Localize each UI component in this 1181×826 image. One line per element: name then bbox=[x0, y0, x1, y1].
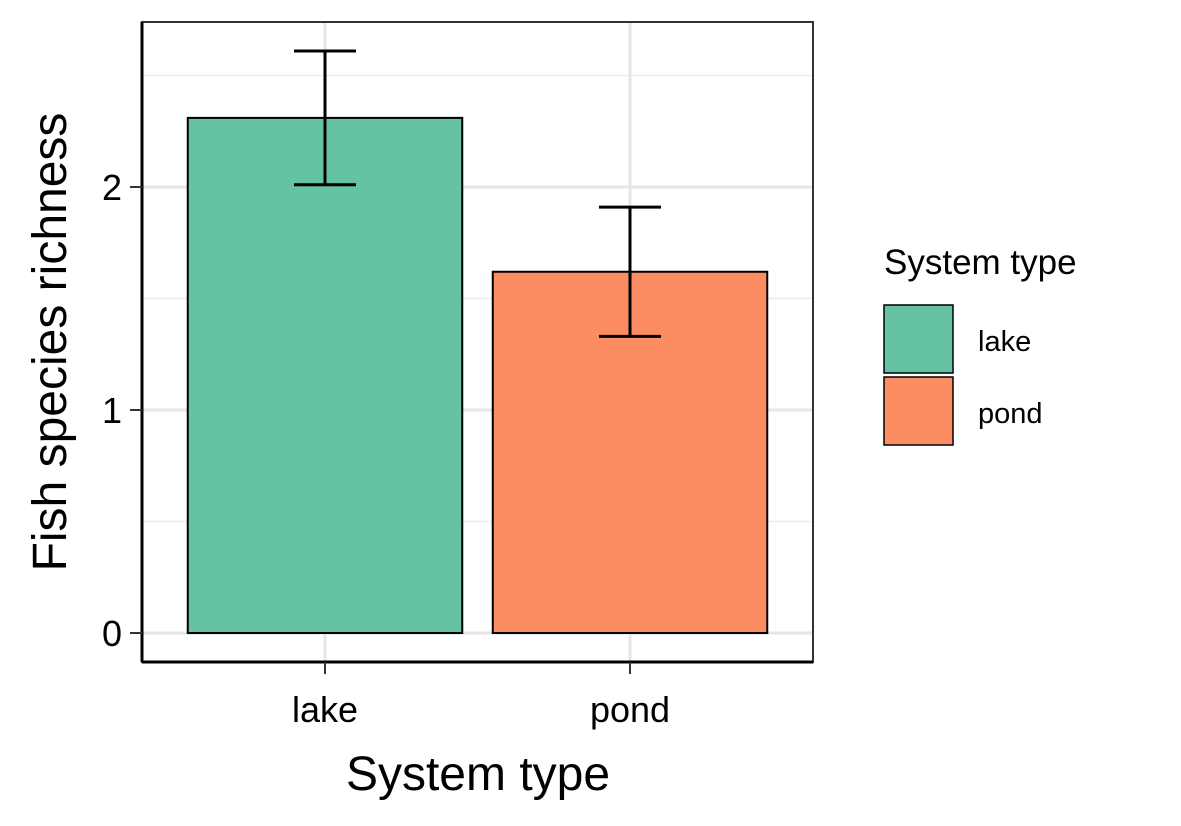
y-axis-title: Fish species richness bbox=[24, 113, 77, 572]
x-tick-label: lake bbox=[292, 689, 358, 730]
legend-key-pond bbox=[883, 376, 954, 446]
bar-lake bbox=[186, 116, 464, 635]
y-tick-label: 0 bbox=[102, 613, 122, 654]
legend: System type lake pond bbox=[883, 243, 1077, 446]
legend-label-pond: pond bbox=[978, 398, 1043, 430]
y-tick-label: 1 bbox=[102, 390, 122, 431]
y-tick-label: 2 bbox=[102, 167, 122, 208]
x-axis-title: System type bbox=[346, 748, 610, 801]
legend-label-lake: lake bbox=[978, 326, 1031, 358]
error-bars bbox=[294, 49, 661, 338]
legend-key-lake bbox=[883, 304, 954, 374]
legend-title: System type bbox=[884, 243, 1077, 282]
bars bbox=[186, 116, 769, 635]
error-bar-pond bbox=[599, 205, 661, 338]
tick-labels: 0 1 2 lake pond bbox=[102, 167, 670, 730]
axes bbox=[130, 22, 813, 674]
error-bar-lake bbox=[294, 49, 356, 187]
x-tick-label: pond bbox=[590, 689, 670, 730]
